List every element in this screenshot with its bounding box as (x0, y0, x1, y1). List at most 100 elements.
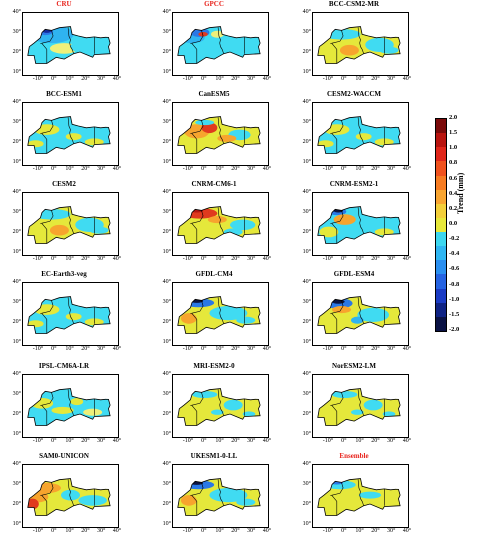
x-tick-label: -10° (32, 346, 44, 352)
x-tick-label: 10° (355, 528, 364, 534)
x-tick-label: 20° (371, 76, 380, 82)
trend-field (177, 388, 261, 426)
map-frame (22, 192, 119, 256)
trend-blob (319, 226, 339, 238)
trend-map (27, 388, 111, 426)
y-tick-label: 40° (12, 371, 21, 377)
x-tick-label: 20° (231, 256, 240, 262)
map-panel: SAM0-UNICON 40° 30° 20° 10° -10° 0° 10° 20° 30° 40… (0, 452, 128, 540)
map-frame (22, 282, 119, 346)
x-tick-label: -10° (322, 438, 334, 444)
y-tick-label: 20° (12, 49, 21, 55)
y-tick-label: 40° (12, 279, 21, 285)
y-tick-label: 40° (12, 461, 21, 467)
country-border (69, 495, 74, 506)
country-border (359, 313, 364, 324)
x-tick-label: -10° (182, 528, 194, 534)
x-tick-label: 0° (51, 528, 57, 534)
country-border (40, 300, 54, 314)
y-tick-label: 40° (12, 189, 21, 195)
trend-blob (51, 406, 74, 414)
map-panel: MRI-ESM2-0 40° 30° 20° 10° -10° 0° 10° 20° 30° 40° (150, 362, 278, 450)
map-panel: GFDL-CM4 40° 30° 20° 10° -10° 0° 10° 20° 30° 40° (150, 270, 278, 358)
panel-title: UKESM1-0-LL (190, 452, 238, 460)
colorbar-segment (436, 175, 446, 191)
x-tick-label: 10° (215, 76, 224, 82)
country-border (191, 495, 198, 516)
trend-blob (223, 228, 243, 236)
trend-blob (332, 306, 351, 314)
trend-map (177, 388, 261, 426)
country-border (357, 479, 361, 496)
colorbar-tick-label: -1.5 (449, 310, 460, 318)
country-border (40, 120, 54, 134)
x-tick-label: 10° (65, 528, 74, 534)
colorbar-tick-label: 0.6 (449, 174, 458, 182)
country-border (190, 210, 204, 224)
map-frame (312, 12, 409, 76)
panel-title: CESM2-WACCM (326, 90, 382, 98)
country-border (359, 405, 364, 416)
y-tick-label: 20° (162, 501, 171, 507)
trend-blob (195, 119, 215, 126)
country-border (191, 313, 198, 334)
x-tick-label: 30° (96, 438, 106, 444)
trend-map (317, 478, 401, 516)
trend-map (177, 26, 261, 64)
trend-map (177, 116, 261, 154)
x-tick-label: 20° (231, 346, 240, 352)
region-outline (27, 388, 111, 426)
country-border (359, 223, 364, 234)
trend-map (27, 296, 111, 334)
x-tick-label: 20° (231, 76, 240, 82)
country-border (69, 133, 74, 144)
y-tick-label: 10° (162, 431, 171, 437)
x-tick-label: -10° (32, 76, 44, 82)
y-tick-label: 20° (12, 139, 21, 145)
map-frame (22, 464, 119, 528)
y-tick-label: 30° (12, 209, 21, 215)
colorbar-tick-label: -0.4 (449, 250, 460, 258)
country-border (190, 300, 204, 314)
panel-title: CRU (56, 0, 72, 8)
trend-blob (27, 140, 44, 148)
country-border (40, 482, 54, 496)
trend-blob (70, 398, 84, 406)
country-border (190, 392, 204, 406)
trend-map (27, 206, 111, 244)
y-tick-label: 10° (12, 339, 21, 345)
y-tick-label: 30° (12, 299, 21, 305)
x-tick-label: 10° (355, 346, 364, 352)
region-outline (27, 26, 111, 64)
country-border (191, 43, 198, 64)
y-tick-label: 20° (12, 319, 21, 325)
y-tick-label: 30° (302, 391, 311, 397)
colorbar-segment (436, 119, 446, 134)
map-frame (22, 374, 119, 438)
y-tick-label: 20° (12, 501, 21, 507)
x-tick-label: -10° (32, 166, 44, 172)
x-tick-label: 0° (51, 166, 57, 172)
trend-blob (27, 498, 39, 510)
y-tick-label: 10° (162, 521, 171, 527)
trend-blob (180, 313, 197, 324)
y-tick-label: 20° (162, 139, 171, 145)
y-tick-label: 40° (302, 371, 311, 377)
map-frame (172, 192, 269, 256)
trend-blob (70, 39, 103, 54)
map-frame (312, 282, 409, 346)
colorbar-segment (436, 161, 446, 177)
x-tick-label: -10° (322, 76, 334, 82)
map-panel: CESM2 40° 30° 20° 10° -10° 0° 10° 20° 30° 40° (0, 180, 128, 268)
panel-title: NorESM2-LM (332, 362, 376, 370)
y-tick-label: 40° (162, 279, 171, 285)
x-tick-label: 40° (262, 346, 272, 352)
x-tick-label: 30° (96, 346, 106, 352)
x-tick-label: 0° (341, 166, 347, 172)
country-border (331, 405, 338, 426)
y-tick-label: 30° (302, 209, 311, 215)
colorbar-tick-label: 1.0 (449, 144, 458, 152)
y-tick-label: 40° (302, 99, 311, 105)
country-border (357, 207, 361, 224)
region-outline (177, 26, 261, 64)
